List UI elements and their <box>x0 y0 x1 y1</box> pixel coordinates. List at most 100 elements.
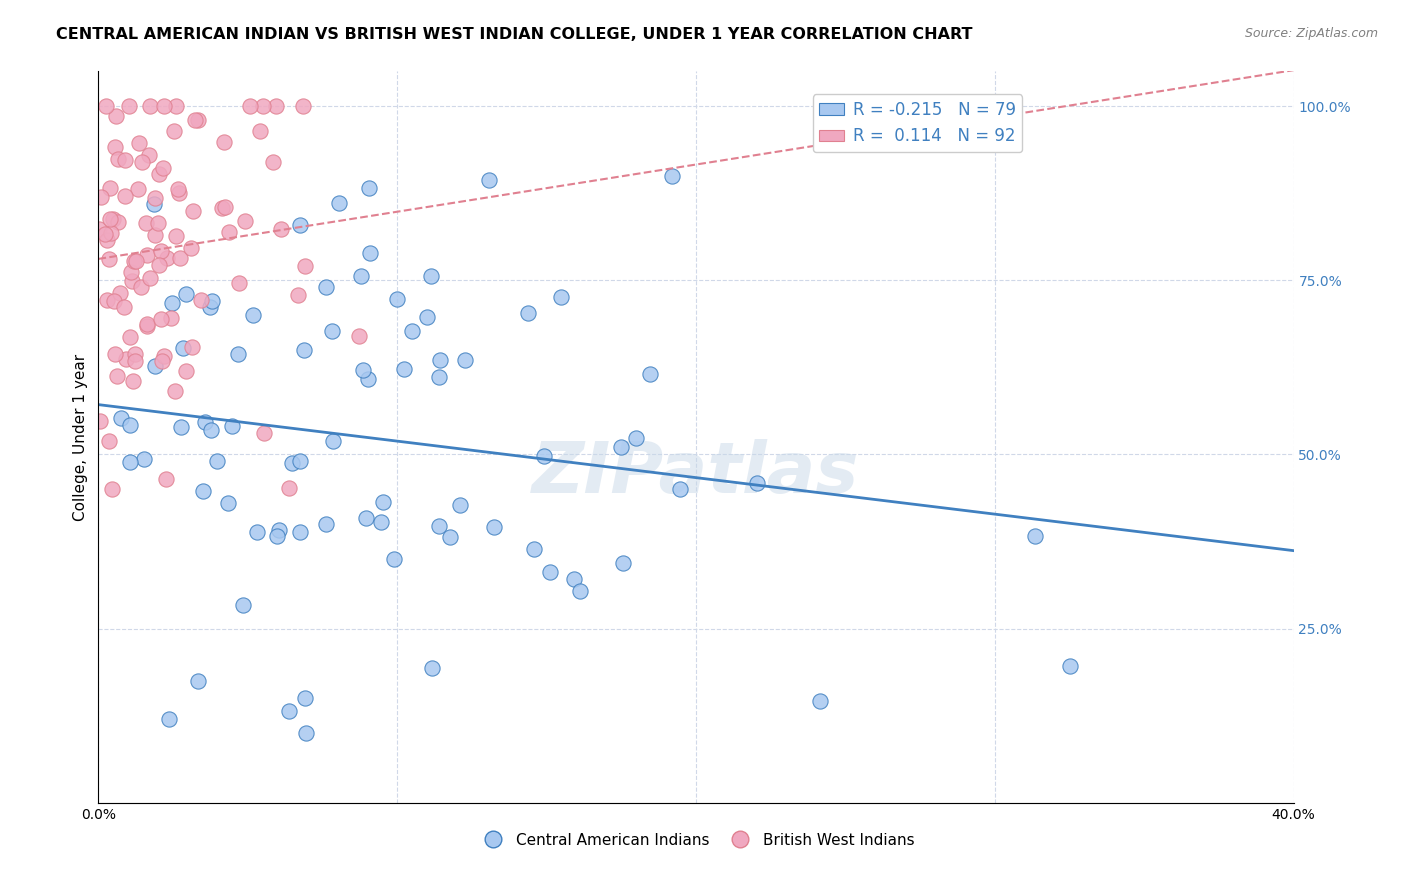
Point <box>270 222 292 236</box>
Point <box>103 294 125 309</box>
Point <box>148 167 170 181</box>
Point <box>125 253 148 268</box>
Point <box>112 301 135 315</box>
Point <box>107 152 129 166</box>
Text: Source: ZipAtlas.com: Source: ZipAtlas.com <box>1244 27 1378 40</box>
Point <box>292 343 315 357</box>
Point <box>96 293 118 308</box>
Point <box>321 324 343 338</box>
Point <box>149 244 172 258</box>
Point <box>315 516 337 531</box>
Point <box>120 455 142 469</box>
Point <box>143 227 166 242</box>
Point <box>167 186 190 200</box>
Point <box>394 362 416 376</box>
Point <box>166 182 188 196</box>
Point <box>89 413 111 427</box>
Point <box>124 347 146 361</box>
Point <box>174 286 197 301</box>
Point <box>200 423 222 437</box>
Point <box>124 353 146 368</box>
Point <box>294 690 316 705</box>
Point <box>105 109 128 123</box>
Point <box>90 190 112 204</box>
Point <box>214 200 236 214</box>
Point <box>148 259 170 273</box>
Point <box>180 241 202 255</box>
Point <box>180 340 202 354</box>
Point <box>288 454 311 468</box>
Point <box>638 368 661 382</box>
Point <box>139 271 162 285</box>
Point <box>150 353 173 368</box>
Point <box>354 511 377 525</box>
Point <box>156 252 179 266</box>
Point <box>221 419 243 434</box>
Legend: Central American Indians, British West Indians: Central American Indians, British West I… <box>471 827 921 854</box>
Point <box>114 153 136 167</box>
Point <box>138 148 160 162</box>
Point <box>89 222 111 236</box>
Point <box>162 295 184 310</box>
Point <box>169 252 191 266</box>
Point <box>808 694 831 708</box>
Point <box>420 661 443 675</box>
Point <box>143 359 166 373</box>
Point <box>669 483 692 497</box>
Point <box>328 196 350 211</box>
Point <box>96 99 118 113</box>
Point <box>242 308 264 322</box>
Point <box>101 483 124 497</box>
Point <box>232 598 254 612</box>
Point <box>315 279 337 293</box>
Point <box>454 352 477 367</box>
Point <box>190 293 212 308</box>
Point <box>245 525 267 540</box>
Point <box>610 440 633 454</box>
Point <box>165 99 187 113</box>
Point <box>122 374 145 388</box>
Point <box>155 471 177 485</box>
Point <box>249 124 271 138</box>
Point <box>287 288 309 302</box>
Point <box>183 112 205 127</box>
Point <box>183 203 205 218</box>
Point <box>163 124 186 138</box>
Point <box>357 181 380 195</box>
Point <box>160 310 183 325</box>
Point <box>612 556 634 570</box>
Point <box>427 518 450 533</box>
Point <box>146 216 169 230</box>
Point <box>228 276 250 290</box>
Point <box>108 286 131 301</box>
Point <box>217 496 239 510</box>
Point <box>356 372 378 386</box>
Point <box>121 274 143 288</box>
Point <box>127 181 149 195</box>
Point <box>349 329 371 343</box>
Point <box>118 418 141 433</box>
Point <box>98 212 121 227</box>
Point <box>200 293 222 308</box>
Point <box>288 525 311 540</box>
Point <box>1024 529 1046 543</box>
Point <box>252 99 274 113</box>
Point <box>187 674 209 689</box>
Point <box>107 214 129 228</box>
Point <box>1059 659 1081 673</box>
Point <box>427 370 450 384</box>
Point <box>350 268 373 283</box>
Point <box>401 324 423 338</box>
Point <box>482 520 505 534</box>
Point <box>359 246 381 260</box>
Point <box>110 411 132 425</box>
Text: ZIPatlas: ZIPatlas <box>533 439 859 508</box>
Point <box>143 191 166 205</box>
Point <box>118 99 141 113</box>
Point <box>115 352 138 367</box>
Point <box>218 225 240 239</box>
Point <box>101 212 124 227</box>
Point <box>538 566 561 580</box>
Point <box>262 154 284 169</box>
Point <box>105 369 128 384</box>
